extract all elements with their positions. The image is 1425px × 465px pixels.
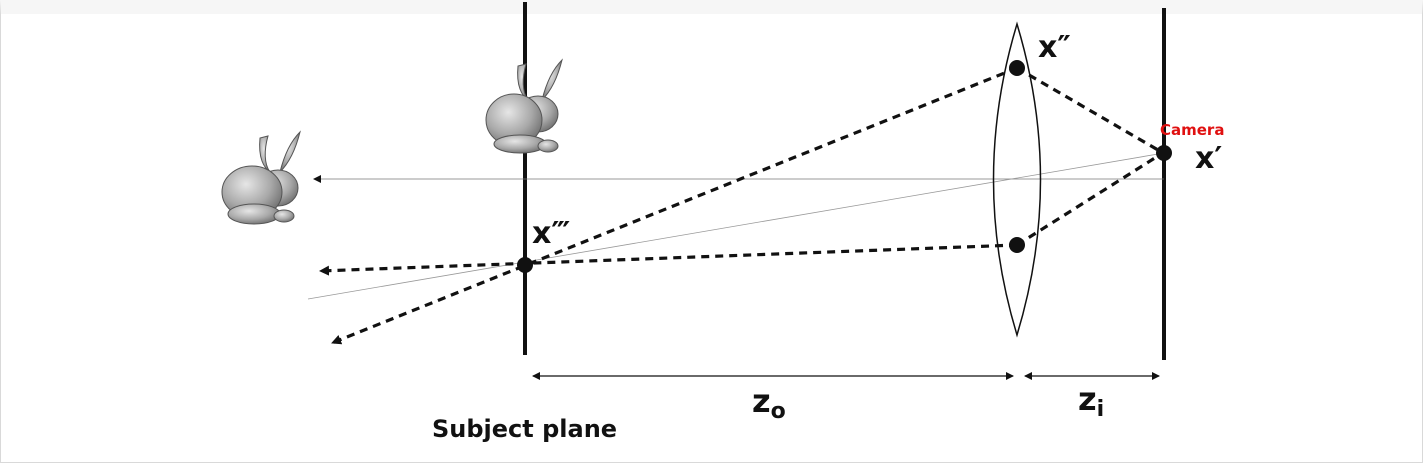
ray-bottom-to-subject — [319, 243, 1018, 276]
bunny-icon — [485, 58, 563, 154]
label-x-prime: x′ — [1195, 141, 1222, 176]
point-x-double-prime — [1009, 60, 1025, 76]
point-x-prime — [1156, 145, 1172, 161]
chief-ray — [307, 152, 1165, 300]
subject-plane-label: Subject plane — [432, 415, 617, 443]
label-z-i: zi — [1078, 380, 1104, 422]
label-x-triple-prime: x‴ — [532, 216, 570, 251]
label-x-double-prime: x″ — [1038, 30, 1071, 65]
camera-label: Camera — [1160, 121, 1224, 139]
point-x-triple-prime — [517, 257, 533, 273]
point-lens-bottom — [1009, 237, 1025, 253]
ray-top-to-subject — [331, 66, 1018, 345]
lens — [992, 21, 1042, 338]
bunny-icon — [221, 130, 301, 225]
label-z-o: zo — [752, 382, 786, 424]
